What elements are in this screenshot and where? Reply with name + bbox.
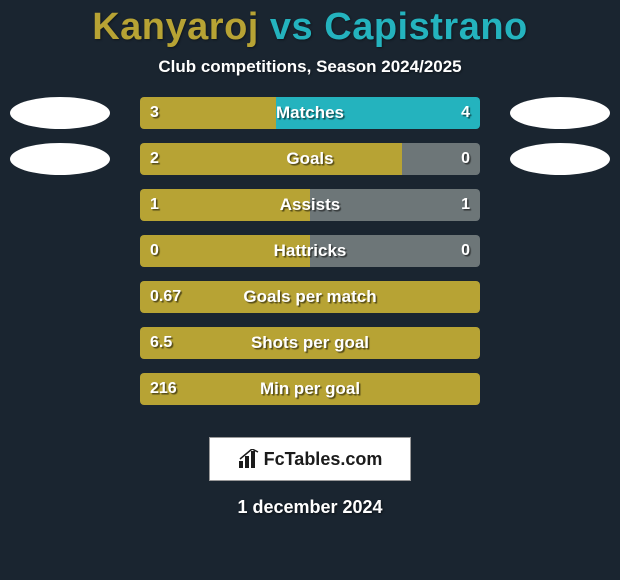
player1-badge <box>10 143 110 175</box>
player1-badge <box>10 97 110 129</box>
comparison-title: Kanyaroj vs Capistrano <box>0 0 620 53</box>
player1-name: Kanyaroj <box>92 6 259 48</box>
chart-icon <box>238 449 260 469</box>
player2-badge <box>510 97 610 129</box>
player2-badge <box>510 143 610 175</box>
stat-row: 0.67Goals per match <box>0 281 620 327</box>
stat-label: Goals <box>140 143 480 175</box>
stat-label: Min per goal <box>140 373 480 405</box>
player2-name: Capistrano <box>324 6 527 48</box>
stat-row: 6.5Shots per goal <box>0 327 620 373</box>
stat-label: Shots per goal <box>140 327 480 359</box>
stat-label: Matches <box>140 97 480 129</box>
vs-text: vs <box>270 6 313 48</box>
stat-label: Assists <box>140 189 480 221</box>
date-text: 1 december 2024 <box>0 497 620 518</box>
stat-row: 11Assists <box>0 189 620 235</box>
stat-label: Goals per match <box>140 281 480 313</box>
stat-row: 34Matches <box>0 97 620 143</box>
stat-row: 20Goals <box>0 143 620 189</box>
stat-row: 216Min per goal <box>0 373 620 419</box>
stat-row: 00Hattricks <box>0 235 620 281</box>
logo-text: FcTables.com <box>264 449 383 470</box>
subtitle: Club competitions, Season 2024/2025 <box>0 57 620 77</box>
stat-rows: 34Matches20Goals11Assists00Hattricks0.67… <box>0 97 620 419</box>
fctables-logo: FcTables.com <box>209 437 411 481</box>
stat-label: Hattricks <box>140 235 480 267</box>
